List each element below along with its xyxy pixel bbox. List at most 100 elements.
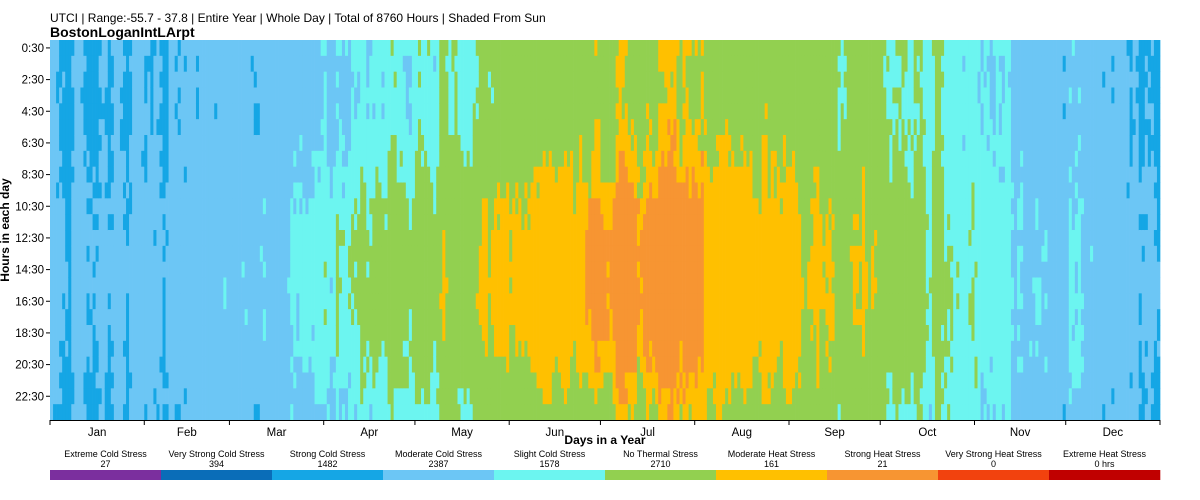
- heatmap-cell: [153, 71, 157, 88]
- heatmap-cell: [317, 198, 322, 215]
- heatmap-cell: [326, 230, 331, 247]
- heatmap-cell: [490, 404, 495, 421]
- heatmap-cell: [287, 340, 291, 358]
- heatmap-cell: [606, 214, 610, 231]
- heatmap-cell: [211, 103, 215, 120]
- heatmap-cell: [466, 356, 471, 373]
- heatmap-cell: [247, 356, 252, 373]
- heatmap-cell: [71, 388, 75, 405]
- heatmap-cell: [563, 309, 568, 326]
- heatmap-cell: [646, 119, 650, 136]
- heatmap-cell: [381, 404, 385, 421]
- heatmap-cell: [573, 198, 577, 215]
- heatmap-cell: [214, 388, 218, 405]
- heatmap-cell: [506, 135, 510, 152]
- heatmap-cell: [421, 340, 425, 358]
- heatmap-cell: [478, 55, 483, 73]
- heatmap-cell: [59, 293, 63, 310]
- heatmap-cell: [95, 261, 100, 278]
- heatmap-cell: [563, 135, 568, 152]
- heatmap-cell: [305, 356, 309, 373]
- heatmap-cell: [606, 245, 610, 263]
- heatmap-cell: [202, 356, 206, 373]
- heatmap-cell: [490, 71, 495, 88]
- heatmap-cell: [497, 325, 501, 342]
- heatmap-cell: [548, 55, 553, 73]
- heatmap-cell: [244, 150, 249, 168]
- heatmap-cell: [323, 356, 328, 373]
- heatmap-cell: [424, 150, 428, 168]
- heatmap-cell: [679, 198, 683, 215]
- heatmap-cell: [612, 340, 616, 358]
- heatmap-cell: [566, 309, 571, 326]
- heatmap-cell: [427, 261, 431, 278]
- heatmap-cell: [122, 103, 127, 120]
- heatmap-cell: [287, 119, 291, 136]
- heatmap-cell: [533, 277, 537, 294]
- heatmap-cell: [344, 309, 349, 326]
- heatmap-cell: [226, 198, 230, 215]
- heatmap-cell: [281, 245, 285, 263]
- heatmap-cell: [615, 245, 620, 263]
- heatmap-cell: [679, 404, 683, 421]
- heatmap-cell: [649, 245, 653, 263]
- heatmap-cell: [217, 119, 221, 136]
- heatmap-cell: [323, 55, 328, 73]
- heatmap-cell: [122, 230, 127, 247]
- heatmap-cell: [189, 103, 194, 120]
- heatmap-cell: [661, 150, 665, 168]
- heatmap-cell: [314, 103, 318, 120]
- heatmap-cell: [424, 55, 428, 73]
- heatmap-cell: [107, 388, 112, 405]
- heatmap-cell: [98, 325, 103, 342]
- heatmap-cell: [566, 277, 571, 294]
- heatmap-cell: [421, 261, 425, 278]
- heatmap-cell: [661, 71, 665, 88]
- heatmap-cell: [156, 198, 160, 215]
- heatmap-cell: [576, 166, 580, 183]
- heatmap-cell: [527, 135, 531, 152]
- heatmap-cell: [512, 103, 516, 120]
- heatmap-cell: [83, 71, 87, 88]
- heatmap-cell: [132, 293, 136, 310]
- heatmap-cell: [439, 388, 443, 405]
- heatmap-cell: [582, 135, 586, 152]
- heatmap-cell: [348, 182, 352, 199]
- heatmap-cell: [262, 293, 267, 310]
- heatmap-cell: [439, 309, 443, 326]
- heatmap-cell: [226, 325, 230, 342]
- heatmap-cell: [652, 340, 656, 358]
- heatmap-cell: [189, 261, 194, 278]
- heatmap-cell: [53, 245, 57, 263]
- heatmap-cell: [524, 404, 528, 421]
- heatmap-cell: [205, 261, 209, 278]
- heatmap-cell: [360, 166, 364, 183]
- heatmap-cell: [363, 198, 367, 215]
- heatmap-cell: [153, 119, 157, 136]
- heatmap-cell: [466, 166, 471, 183]
- heatmap-cell: [250, 356, 255, 373]
- heatmap-cell: [463, 356, 467, 373]
- heatmap-cell: [417, 135, 422, 152]
- heatmap-cell: [186, 277, 191, 294]
- heatmap-cell: [515, 103, 519, 120]
- heatmap-cell: [624, 55, 629, 73]
- heatmap-cell: [299, 277, 303, 294]
- heatmap-cell: [299, 356, 303, 373]
- heatmap-cell: [643, 103, 647, 120]
- heatmap-cell: [119, 182, 124, 199]
- heatmap-cell: [220, 87, 224, 104]
- heatmap-cell: [530, 182, 534, 199]
- heatmap-cell: [490, 388, 495, 405]
- heatmap-cell: [229, 119, 233, 136]
- heatmap-cell: [566, 103, 571, 120]
- heatmap-cell: [670, 404, 674, 421]
- heatmap-cell: [351, 356, 355, 373]
- heatmap-cell: [183, 293, 188, 310]
- heatmap-cell: [427, 214, 431, 231]
- heatmap-cell: [308, 340, 312, 358]
- heatmap-cell: [284, 55, 288, 73]
- heatmap-cell: [427, 277, 431, 294]
- heatmap-cell: [673, 55, 677, 73]
- heatmap-cell: [220, 340, 224, 358]
